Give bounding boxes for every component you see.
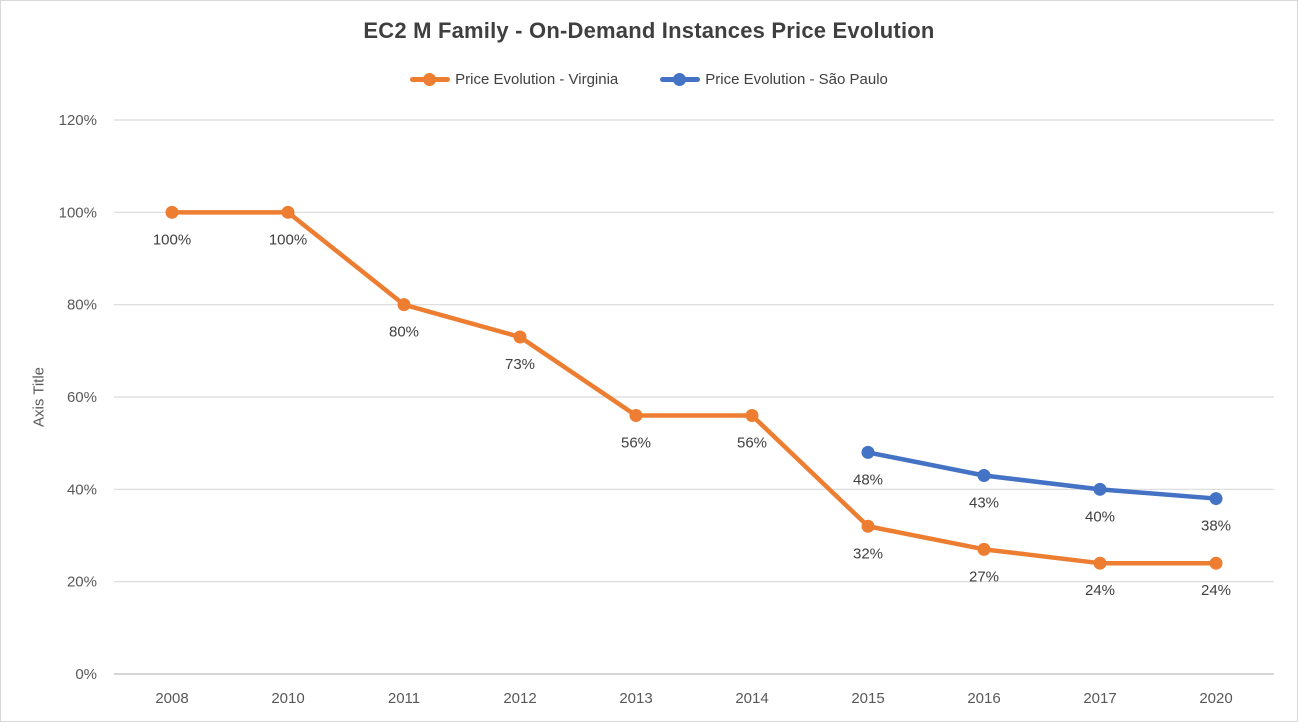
y-tick-label: 100% [59,204,97,221]
data-point-marker [1209,492,1223,506]
legend-label: Price Evolution - Virginia [455,71,619,88]
data-label: 80% [389,324,419,341]
y-tick-label: 120% [59,112,97,129]
y-tick-label: 0% [75,666,97,683]
legend-line-marker-icon [660,73,701,86]
x-tick-label: 2016 [967,690,1000,707]
data-label: 24% [1085,582,1115,599]
y-tick-label: 20% [67,574,97,591]
data-point-marker [281,205,295,219]
data-point-marker [1093,482,1107,496]
x-tick-label: 2011 [388,690,420,707]
data-label: 32% [853,545,883,562]
x-tick-label: 2017 [1083,690,1116,707]
data-point-marker [1093,556,1107,570]
data-point-marker [861,445,875,459]
data-label: 100% [153,231,191,248]
data-point-marker [861,519,875,533]
x-tick-label: 2015 [851,690,884,707]
data-point-marker [745,408,759,422]
data-point-marker [513,330,527,344]
x-tick-label: 2010 [271,690,304,707]
chart-title: EC2 M Family - On-Demand Instances Price… [363,18,935,43]
x-tick-label: 2008 [155,690,188,707]
data-point-marker [165,205,179,219]
chart-legend: Price Evolution - Virginia Price Evolutio… [1,71,1297,88]
x-tick-label: 2013 [619,690,652,707]
data-label: 24% [1201,582,1231,599]
data-label: 73% [505,356,535,373]
series-line [865,450,1219,501]
y-tick-label: 40% [67,481,97,498]
legend-label: Price Evolution - São Paulo [705,71,888,88]
legend-item-virginia: Price Evolution - Virginia [410,71,618,88]
y-axis-title: Axis Title [30,366,48,428]
y-tick-label: 60% [67,389,97,406]
x-tick-label: 2012 [503,690,536,707]
data-label: 40% [1085,508,1115,525]
legend-line-marker-icon [410,73,451,86]
data-label: 48% [853,471,883,488]
data-point-marker [1209,556,1223,570]
data-point-marker [629,408,643,422]
data-label: 38% [1201,518,1231,535]
series-line [169,210,1219,566]
data-label: 100% [269,231,307,248]
data-label: 56% [737,434,767,451]
data-point-marker [397,298,411,312]
y-tick-label: 80% [67,297,97,314]
data-label: 56% [621,434,651,451]
data-label: 27% [969,568,999,585]
x-tick-label: 2020 [1199,690,1232,707]
legend-item-sao-paulo: Price Evolution - São Paulo [660,71,888,88]
x-tick-label: 2014 [735,690,768,707]
data-label: 43% [969,494,999,511]
data-point-marker [977,468,991,482]
data-point-marker [977,542,991,556]
